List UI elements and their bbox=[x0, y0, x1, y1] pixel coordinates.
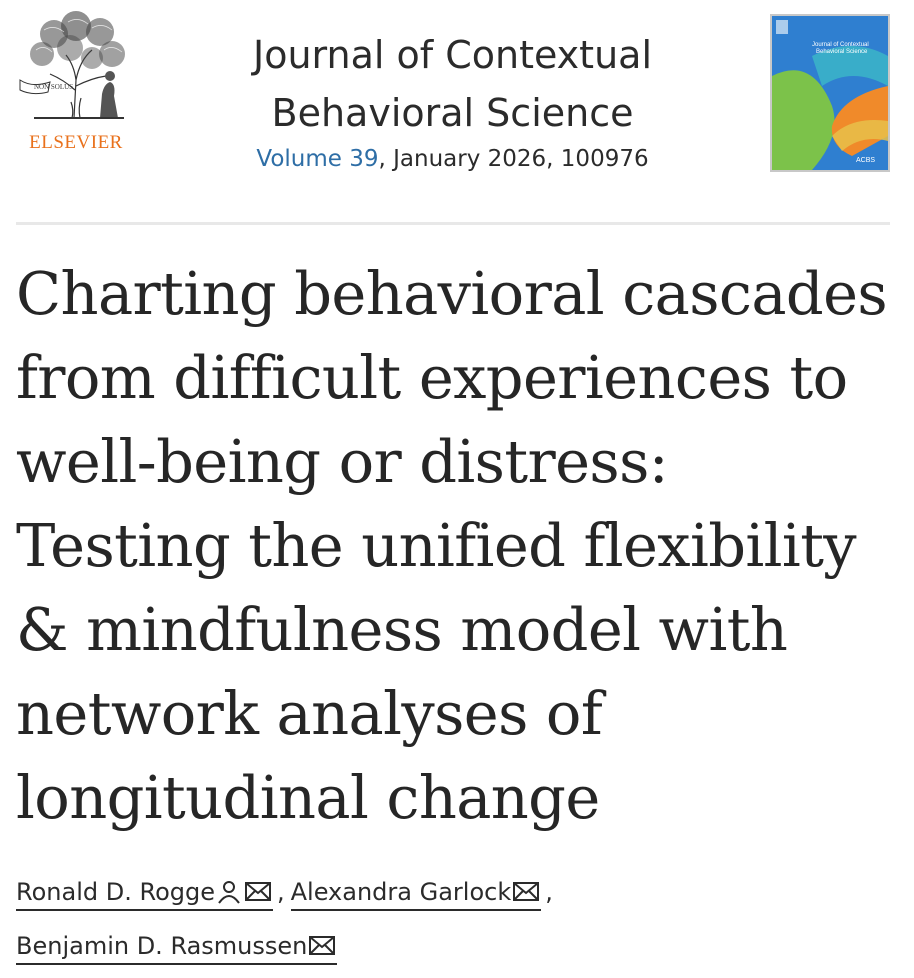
elsevier-logo-link[interactable]: NON SOLUS ELSEVIER bbox=[14, 10, 136, 160]
title-line: network analyses of bbox=[16, 679, 603, 748]
journal-cover-image: Journal of Contextual Behavioral Science… bbox=[772, 16, 888, 170]
journal-cover-link[interactable]: Journal of Contextual Behavioral Science… bbox=[770, 14, 890, 172]
title-line: Charting behavioral cascades bbox=[16, 259, 888, 328]
title-line: longitudinal change bbox=[16, 763, 600, 832]
author-line: Ronald D. Rogge , Alexandra Garlock , bbox=[16, 878, 559, 911]
mail-icon bbox=[513, 882, 540, 901]
author-link-ronald-rogge[interactable]: Ronald D. Rogge bbox=[16, 878, 273, 911]
author-name: Ronald D. Rogge bbox=[16, 878, 215, 906]
tree-motto: NON SOLUS bbox=[34, 83, 73, 91]
title-line: from difficult experiences to bbox=[16, 343, 848, 412]
journal-title-link[interactable]: Journal of Contextual Behavioral Science bbox=[160, 26, 745, 142]
issue-info: Volume 39, January 2026, 100976 bbox=[160, 146, 745, 172]
journal-title-line1: Journal of Contextual bbox=[253, 33, 652, 77]
author-line: Benjamin D. Rasmussen bbox=[16, 932, 338, 965]
cover-society: ACBS bbox=[856, 157, 875, 164]
article-title: Charting behavioral cascades from diffic… bbox=[16, 252, 906, 840]
elsevier-tree-icon: NON SOLUS bbox=[19, 11, 125, 119]
mail-icon bbox=[309, 936, 336, 955]
title-line: Testing the unified flexibility bbox=[16, 511, 857, 580]
publisher-name: ELSEVIER bbox=[29, 132, 123, 153]
title-line: & mindfulness model with bbox=[16, 595, 788, 664]
author-name: Alexandra Garlock bbox=[290, 878, 512, 906]
journal-title-line2: Behavioral Science bbox=[271, 91, 634, 135]
title-line: well-being or distress: bbox=[16, 427, 669, 496]
issue-date: , January 2026, 100976 bbox=[378, 146, 649, 172]
header-divider bbox=[16, 222, 890, 225]
author-name: Benjamin D. Rasmussen bbox=[16, 932, 308, 960]
journal-info: Journal of Contextual Behavioral Science… bbox=[160, 26, 745, 172]
author-link-alexandra-garlock[interactable]: Alexandra Garlock bbox=[290, 878, 542, 911]
cover-title-line1: Journal of Contextual bbox=[812, 42, 869, 48]
article-header: NON SOLUS ELSEVIER Journal of Contextual… bbox=[0, 0, 914, 224]
cover-title-line2: Behavioral Science bbox=[816, 49, 868, 55]
volume-link[interactable]: Volume 39 bbox=[256, 146, 379, 172]
mail-icon bbox=[244, 882, 271, 901]
author-separator: , bbox=[276, 878, 285, 906]
author-separator: , bbox=[545, 878, 553, 906]
author-link-benjamin-rasmussen[interactable]: Benjamin D. Rasmussen bbox=[16, 932, 338, 965]
person-icon bbox=[218, 881, 240, 904]
